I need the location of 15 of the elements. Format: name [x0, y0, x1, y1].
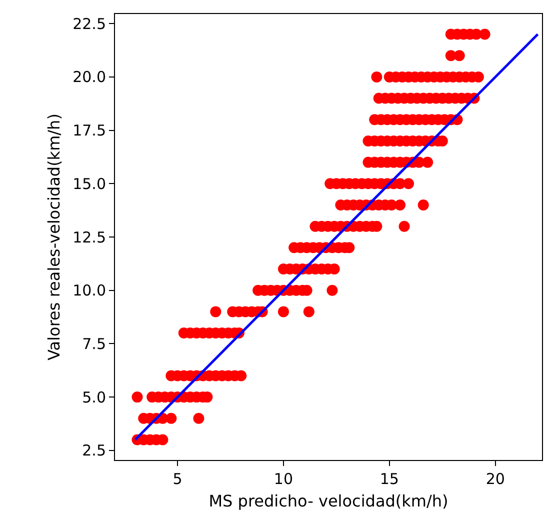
y-tick-label: 12.5: [72, 228, 106, 246]
y-tick-label: 17.5: [72, 122, 106, 140]
y-tick-label: 5.0: [82, 388, 106, 406]
x-tick-label: 10: [274, 470, 294, 488]
y-axis-title: Valores reales-velocidad(km/h): [44, 114, 64, 360]
x-axis-title: MS predicho- velocidad(km/h): [208, 492, 448, 511]
x-tick-label: 15: [380, 470, 399, 488]
y-tick-label: 2.5: [82, 442, 106, 460]
y-tick-label: 20.0: [72, 68, 106, 86]
y-tick-label: 15.0: [72, 174, 106, 193]
x-tick-label: 5: [172, 470, 182, 488]
y-tick-label: 10.0: [72, 282, 106, 300]
y-tick-label: 7.5: [82, 334, 106, 353]
y-tick-label: 22.5: [72, 14, 106, 33]
x-tick-label: 20: [486, 470, 505, 488]
